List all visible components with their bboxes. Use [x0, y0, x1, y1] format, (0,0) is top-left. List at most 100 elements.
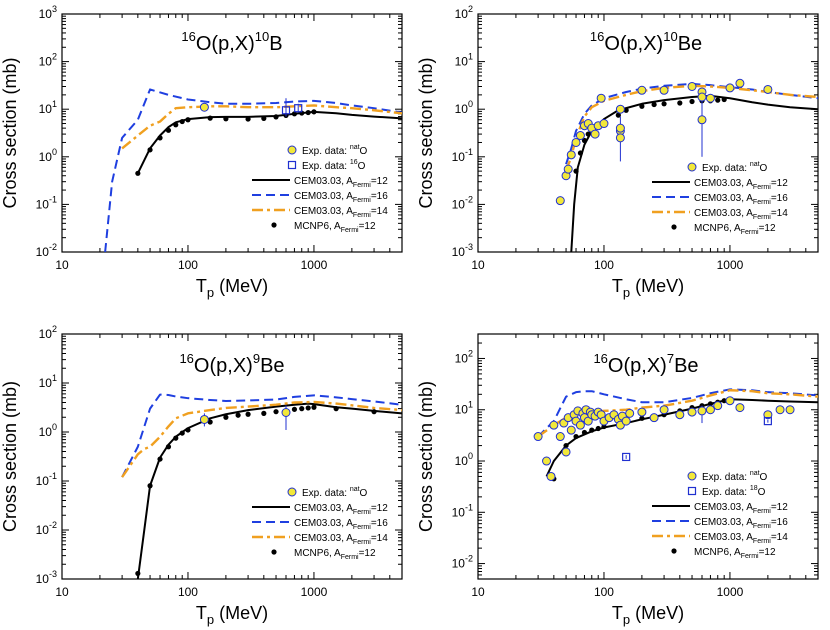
- legend-text-main: CEM03.03, A: [694, 532, 753, 543]
- y-tick-exponent: 2: [468, 348, 473, 358]
- y-tick-exponent: -1: [49, 471, 57, 481]
- title-mass-number: 16: [593, 351, 607, 366]
- panel-title: 16O(p,X)7Be: [593, 351, 698, 377]
- exp-nat-point: [199, 102, 209, 112]
- exp-nat-point: [199, 414, 209, 424]
- legend-text-main: Exp. data:: [702, 472, 750, 483]
- exp-isotope-point: [281, 106, 291, 115]
- mcnp6-point: [273, 114, 279, 120]
- plot-frame: [61, 333, 403, 580]
- x-axis-unit: (MeV): [214, 603, 268, 623]
- legend-label: CEM03.03, AFermi=16: [294, 518, 388, 531]
- mcnp6-point: [721, 96, 727, 103]
- plot-frame: [61, 13, 403, 253]
- legend-text-main: Exp. data:: [702, 163, 750, 174]
- exp-nat-point: [575, 131, 585, 141]
- exp-nat-point: [725, 396, 735, 406]
- legend-subscript: Fermi: [353, 524, 371, 531]
- mcnp6-point: [581, 429, 588, 436]
- mcnp6-point: [371, 409, 377, 415]
- legend-text-post: =12: [371, 503, 388, 514]
- title-product: Be: [674, 355, 698, 377]
- legend-circle-marker: [687, 471, 697, 481]
- legend-circle-marker: [687, 162, 697, 172]
- y-tick-label: 10-2: [452, 554, 473, 571]
- mcnp6-point: [639, 415, 645, 421]
- mcnp6-point: [207, 419, 213, 425]
- series-line-solid: [136, 402, 402, 579]
- mcnp6-point: [235, 412, 241, 418]
- y-tick-base: 10: [452, 150, 466, 164]
- x-axis-title: Tp (MeV): [612, 276, 684, 300]
- mcnp6-point: [223, 116, 229, 122]
- legend-superscript: 18: [750, 485, 758, 492]
- x-tick-label: 1000: [301, 258, 328, 272]
- legend-superscript: nat: [750, 470, 760, 477]
- mcnp6-point: [207, 115, 213, 121]
- legend-text-post: =12: [359, 221, 376, 232]
- title-product-mass: 7: [667, 351, 674, 366]
- exp-nat-point: [713, 401, 723, 411]
- mcnp6-point: [185, 117, 191, 123]
- legend-subscript: Fermi: [741, 553, 759, 560]
- mcnp6-point: [273, 409, 279, 415]
- series-line-dash: [104, 88, 402, 252]
- legend-circle-marker: [287, 145, 297, 155]
- mcnp6-point: [707, 401, 714, 407]
- exp-nat-point: [659, 85, 669, 95]
- title-reaction: O(p,X): [608, 355, 667, 377]
- y-tick-label: 10-3: [452, 242, 473, 259]
- panel-title: 16O(p,X)9Be: [179, 351, 284, 377]
- mcnp6-point: [651, 101, 657, 108]
- exp-isotope-point: [622, 452, 631, 462]
- mcnp6-point: [299, 406, 305, 412]
- y-tick-exponent: -1: [465, 147, 473, 157]
- legend-text-post: =16: [771, 517, 788, 528]
- y-tick-base: 10: [455, 454, 469, 468]
- legend-superscript: nat: [350, 486, 360, 493]
- exp-nat-point: [590, 129, 600, 139]
- title-reaction: O(p,X): [196, 33, 255, 55]
- title-mass-number: 16: [590, 29, 604, 44]
- mcnp6-point: [157, 456, 163, 462]
- y-tick-label: 102: [455, 348, 473, 365]
- legend-text-post: =14: [371, 206, 388, 217]
- legend-text-post: O: [758, 487, 766, 498]
- legend-label: CEM03.03, AFermi=16: [694, 193, 788, 206]
- legend-label: CEM03.03, AFermi=14: [294, 533, 388, 546]
- legend-text-post: =16: [771, 193, 788, 204]
- x-axis-unit: (MeV): [214, 276, 268, 296]
- y-tick-exponent: 0: [468, 99, 473, 109]
- mcnp6-point: [585, 131, 591, 137]
- x-axis-main: T: [612, 603, 623, 623]
- mcnp6-point: [581, 137, 588, 144]
- plot-area: [533, 388, 818, 482]
- x-axis-main: T: [612, 276, 623, 296]
- mcnp6-point: [223, 414, 229, 420]
- legend-text-main: Exp. data:: [302, 146, 350, 157]
- y-tick-base: 10: [36, 523, 50, 537]
- y-tick-label: 101: [455, 52, 473, 69]
- legend-text-post: =14: [771, 208, 788, 219]
- y-tick-label: 10-1: [36, 194, 57, 211]
- legend-label: CEM03.03, AFermi=12: [294, 503, 388, 516]
- legend-subscript: Fermi: [341, 554, 359, 561]
- exp-nat-point: [596, 93, 606, 103]
- legend-text-post: =12: [759, 223, 776, 234]
- legend-subscript: Fermi: [353, 212, 371, 219]
- mcnp6-point: [261, 410, 267, 416]
- legend-text-main: Exp. data:: [702, 487, 750, 498]
- legend-label: Exp. data: 18O: [702, 485, 766, 498]
- legend-text-post: =12: [371, 176, 388, 187]
- exp-nat-point: [659, 405, 669, 415]
- mcnp6-point: [245, 411, 251, 417]
- mcnp6-point: [715, 97, 721, 103]
- legend-circle-marker: [287, 487, 297, 497]
- y-tick-exponent: 2: [52, 324, 57, 334]
- legend-text-post: O: [760, 163, 768, 174]
